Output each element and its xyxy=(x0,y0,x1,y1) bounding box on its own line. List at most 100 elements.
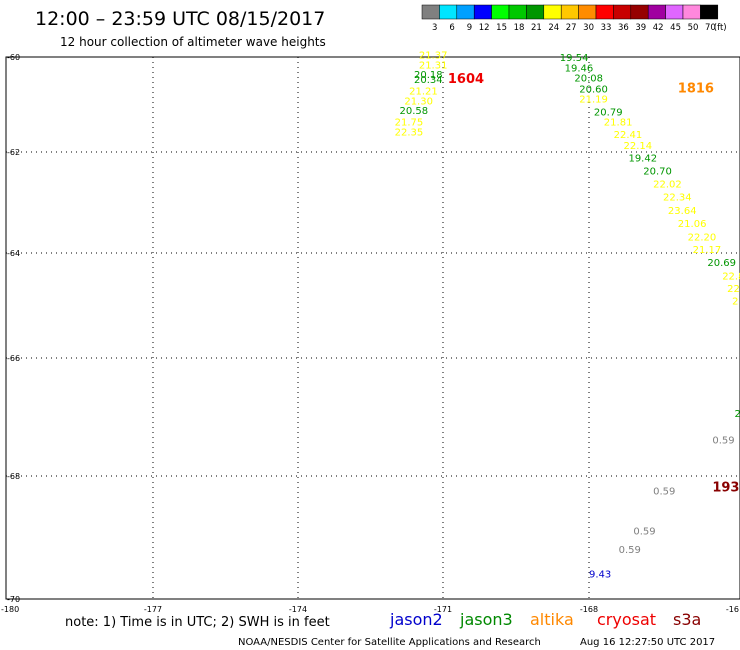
legend-cryosat: cryosat xyxy=(597,610,656,629)
footer-note: note: 1) Time is in UTC; 2) SWH is in fe… xyxy=(65,615,330,630)
wave-height-value: 20.60 xyxy=(579,85,608,96)
wave-height-value: 0.59 xyxy=(619,545,641,556)
wave-height-value: 22.35 xyxy=(395,127,424,138)
scale-label: 6 xyxy=(449,23,454,33)
scale-label: 3 xyxy=(432,23,437,33)
wave-height-value: 21.81 xyxy=(604,117,633,128)
page-title: 12:00 – 23:59 UTC 08/15/2017 xyxy=(35,8,325,30)
scale-label: 15 xyxy=(496,23,507,33)
wave-height-value: 2 xyxy=(732,296,738,307)
scale-label: 30 xyxy=(583,23,594,33)
wave-height-value: 19.42 xyxy=(628,154,657,165)
wave-height-value: 0.59 xyxy=(633,526,655,537)
lat-tick-label: -66 xyxy=(7,354,20,363)
lat-tick-label: -70 xyxy=(7,595,20,604)
wave-height-value: 22.02 xyxy=(653,179,682,190)
wave-height-value: 22 xyxy=(727,284,740,295)
footer-timestamp: Aug 16 12:27:50 UTC 2017 xyxy=(580,637,715,648)
lat-tick-label: -64 xyxy=(7,249,20,258)
scale-label: 24 xyxy=(548,23,559,33)
scale-swatch xyxy=(560,4,579,20)
scale-swatch xyxy=(456,4,475,20)
legend-jason3: jason3 xyxy=(459,610,513,629)
scale-swatch xyxy=(647,4,666,20)
scale-label: 12 xyxy=(479,23,490,33)
scale-label: 21 xyxy=(531,23,542,33)
scale-label: 33 xyxy=(601,23,612,33)
wave-height-value: 2 xyxy=(735,409,740,420)
wave-height-value: 0.59 xyxy=(712,436,734,447)
satellite-legend: jason2 jason3 altika cryosat s3a xyxy=(389,610,701,629)
lon-tick-label: -180 xyxy=(1,605,19,614)
scale-swatch xyxy=(682,4,701,20)
axis-tick-labels: -60 -62 -64 -66 -68 -70-180 -177 -174 -171 -168 -1… xyxy=(1,53,739,614)
lon-tick-label: -168 xyxy=(580,605,598,614)
wave-height-value: 21.06 xyxy=(678,219,707,230)
scale-swatch xyxy=(630,4,649,20)
scale-swatch xyxy=(595,4,614,20)
lon-tick-label: -177 xyxy=(144,605,162,614)
legend-s3a: s3a xyxy=(673,610,701,629)
scale-swatch xyxy=(473,4,492,20)
map-frame xyxy=(5,56,740,600)
scale-unit: (ft) xyxy=(714,23,727,33)
wave-height-value: 21.19 xyxy=(579,95,608,106)
scale-label: 50 xyxy=(688,23,699,33)
pass-time-label: 1938 xyxy=(712,480,740,495)
pass-time-labels: 1604 1816 1938 xyxy=(448,72,740,495)
map-grid xyxy=(6,57,740,599)
page-subtitle: 12 hour collection of altimeter wave hei… xyxy=(60,35,326,49)
scale-swatch xyxy=(439,4,458,20)
scale-swatch xyxy=(578,4,597,20)
lon-tick-label: -171 xyxy=(434,605,452,614)
wave-height-value: 19.54 xyxy=(560,53,589,64)
lat-tick-label: -60 xyxy=(7,53,20,62)
wave-height-value: 20.08 xyxy=(574,74,603,85)
footer-credit: NOAA/NESDIS Center for Satellite Applica… xyxy=(238,637,541,648)
scale-label: 42 xyxy=(653,23,664,33)
scale-swatch xyxy=(491,4,510,20)
wave-height-value: 21.37 xyxy=(419,50,448,61)
scale-label: 27 xyxy=(566,23,577,33)
scale-label: 9 xyxy=(467,23,472,33)
scale-swatch xyxy=(665,4,684,20)
color-scale: 3 6 9 12 15 18 21 24 27 30 33 36 39 42 45 50 70(ft) xyxy=(421,4,727,33)
wave-height-value: 22.85 xyxy=(722,271,740,282)
wave-height-value: 0.59 xyxy=(653,486,675,497)
scale-swatch xyxy=(508,4,527,20)
pass-time-label: 1816 xyxy=(678,82,714,97)
lat-tick-label: -68 xyxy=(7,472,20,481)
scale-label: 45 xyxy=(670,23,681,33)
wave-height-value: 23.64 xyxy=(668,206,697,217)
legend-jason2: jason2 xyxy=(389,610,443,629)
scale-label: 18 xyxy=(514,23,525,33)
scale-swatch xyxy=(700,4,719,20)
wave-height-value: 21.30 xyxy=(404,97,433,108)
scale-label: 70 xyxy=(705,23,716,33)
wave-height-value: 22.14 xyxy=(624,141,653,152)
scale-label: 39 xyxy=(635,23,646,33)
wave-height-value: 20.70 xyxy=(643,167,672,178)
wave-height-value: 20.69 xyxy=(707,258,736,269)
wave-height-value: 21.31 xyxy=(419,60,448,71)
wave-height-value: 20.18 xyxy=(414,70,443,81)
scale-label: 36 xyxy=(618,23,629,33)
wave-height-value: 21.21 xyxy=(409,87,438,98)
wave-height-value: 21.17 xyxy=(693,245,722,256)
wave-height-value: 20.58 xyxy=(400,106,429,117)
legend-altika: altika xyxy=(530,610,574,629)
wave-height-value: 20.79 xyxy=(594,107,623,118)
wave-height-value: 20.34 xyxy=(414,75,443,86)
lat-tick-label: -62 xyxy=(7,148,20,157)
wave-height-observations: 21.3721.3120.1820.3421.2121.3020.5821.75… xyxy=(395,50,740,580)
scale-swatch xyxy=(421,4,440,20)
scale-swatch xyxy=(543,4,562,20)
wave-height-value: 21.75 xyxy=(395,117,424,128)
wave-height-value: 22.20 xyxy=(688,232,717,243)
scale-swatch xyxy=(613,4,632,20)
lon-tick-label: -16 xyxy=(726,605,739,614)
wave-height-value: 19.46 xyxy=(565,63,594,74)
scale-swatch xyxy=(526,4,545,20)
wave-height-value: 22.41 xyxy=(614,130,643,141)
